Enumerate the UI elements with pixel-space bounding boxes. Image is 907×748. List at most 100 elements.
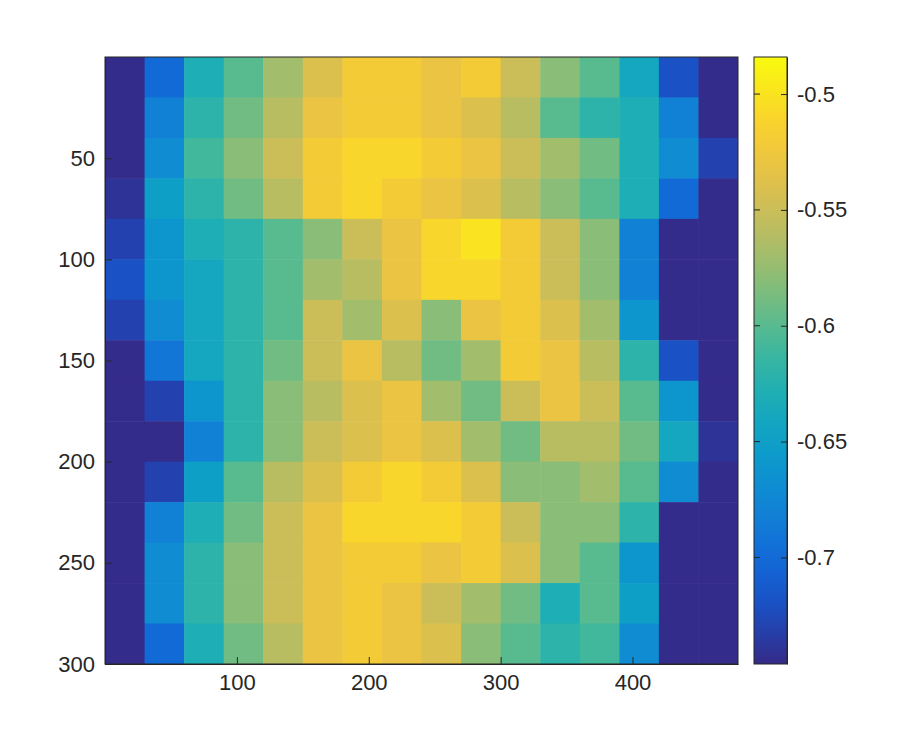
- heat-cell: [698, 624, 738, 664]
- heat-cell: [501, 340, 541, 381]
- heat-cell: [698, 219, 738, 260]
- heat-cell: [540, 138, 580, 179]
- heat-cell: [184, 624, 224, 664]
- heat-cell: [303, 421, 343, 462]
- tick-mark: [754, 325, 760, 326]
- tick-label: 200: [58, 449, 95, 474]
- heat-cell: [224, 421, 264, 462]
- heat-cell: [342, 502, 382, 543]
- heat-cell: [105, 57, 145, 98]
- heat-cell: [382, 583, 422, 624]
- tick: -0.6: [781, 313, 835, 338]
- heat-cell: [619, 57, 659, 98]
- heat-cell: [263, 97, 303, 138]
- heat-cell: [698, 178, 738, 219]
- heat-cell: [342, 300, 382, 341]
- heat-cell: [422, 138, 462, 179]
- heat-cell: [461, 219, 501, 260]
- heat-cell: [224, 462, 264, 503]
- heat-cell: [184, 502, 224, 543]
- heat-cell: [382, 219, 422, 260]
- heat-cell: [184, 300, 224, 341]
- heat-cell: [540, 462, 580, 503]
- heat-cell: [461, 624, 501, 664]
- heat-cell: [303, 462, 343, 503]
- heat-cell: [540, 583, 580, 624]
- heat-cell: [263, 381, 303, 422]
- heat-cell: [224, 259, 264, 300]
- heat-cell: [382, 543, 422, 584]
- colorbar-frame: [754, 57, 787, 664]
- heat-cell: [422, 543, 462, 584]
- heat-cell: [619, 178, 659, 219]
- heat-cell: [263, 421, 303, 462]
- tick-label: 400: [615, 670, 652, 695]
- heat-cell: [659, 138, 699, 179]
- heat-cell: [184, 340, 224, 381]
- heat-cell: [540, 219, 580, 260]
- heat-cell: [461, 178, 501, 219]
- heat-cell: [422, 421, 462, 462]
- heat-cell: [263, 543, 303, 584]
- heat-cell: [145, 57, 185, 98]
- tick-mark: [105, 259, 112, 260]
- heat-cell: [619, 219, 659, 260]
- tick-label: -0.5: [797, 82, 835, 107]
- heat-cell: [303, 381, 343, 422]
- heat-cell: [422, 97, 462, 138]
- heat-cell: [698, 543, 738, 584]
- heat-cell: [540, 178, 580, 219]
- heat-cell: [382, 300, 422, 341]
- heat-cell: [422, 300, 462, 341]
- tick-label: -0.55: [797, 197, 847, 222]
- heat-cell: [224, 300, 264, 341]
- heat-cell: [619, 97, 659, 138]
- tick-label: 300: [58, 652, 95, 677]
- heat-cell: [105, 259, 145, 300]
- heat-cell: [698, 138, 738, 179]
- heat-cell: [303, 300, 343, 341]
- heat-cell: [145, 97, 185, 138]
- heat-cell: [342, 583, 382, 624]
- heat-cell: [303, 219, 343, 260]
- heat-cell: [698, 502, 738, 543]
- heat-cell: [105, 462, 145, 503]
- heat-cell: [501, 462, 541, 503]
- tick: 200: [351, 657, 388, 695]
- tick-mark: [105, 462, 112, 463]
- heat-cell: [105, 340, 145, 381]
- heat-cell: [105, 219, 145, 260]
- heat-cell: [580, 57, 620, 98]
- heat-cell: [145, 624, 185, 664]
- heat-cell: [184, 97, 224, 138]
- heat-cell: [224, 219, 264, 260]
- heat-cell: [580, 583, 620, 624]
- heat-cell: [342, 97, 382, 138]
- heat-cell: [580, 138, 620, 179]
- heat-cell: [580, 421, 620, 462]
- tick-label: 100: [219, 670, 256, 695]
- heat-cell: [659, 624, 699, 664]
- heat-cell: [698, 340, 738, 381]
- tick: -0.7: [781, 545, 835, 570]
- heat-cell: [342, 340, 382, 381]
- heat-cell: [580, 502, 620, 543]
- heat-cell: [303, 138, 343, 179]
- tick-mark: [781, 210, 787, 211]
- x-axis: 100200300400: [106, 657, 739, 695]
- heat-cell: [224, 624, 264, 664]
- tick: 250: [58, 550, 112, 575]
- figure: 10020030040050100150200250300-0.5-0.55-0…: [0, 0, 907, 748]
- heat-cell: [698, 300, 738, 341]
- heat-cell: [105, 178, 145, 219]
- heatmap-cells: [105, 57, 738, 664]
- heat-cell: [540, 259, 580, 300]
- heat-cell: [382, 97, 422, 138]
- heat-cell: [659, 502, 699, 543]
- heat-cell: [580, 259, 620, 300]
- y-axis: 50100150200250300: [58, 58, 112, 677]
- heat-cell: [422, 340, 462, 381]
- heat-cell: [263, 624, 303, 664]
- tick-mark: [781, 326, 787, 327]
- tick-label: -0.7: [797, 545, 835, 570]
